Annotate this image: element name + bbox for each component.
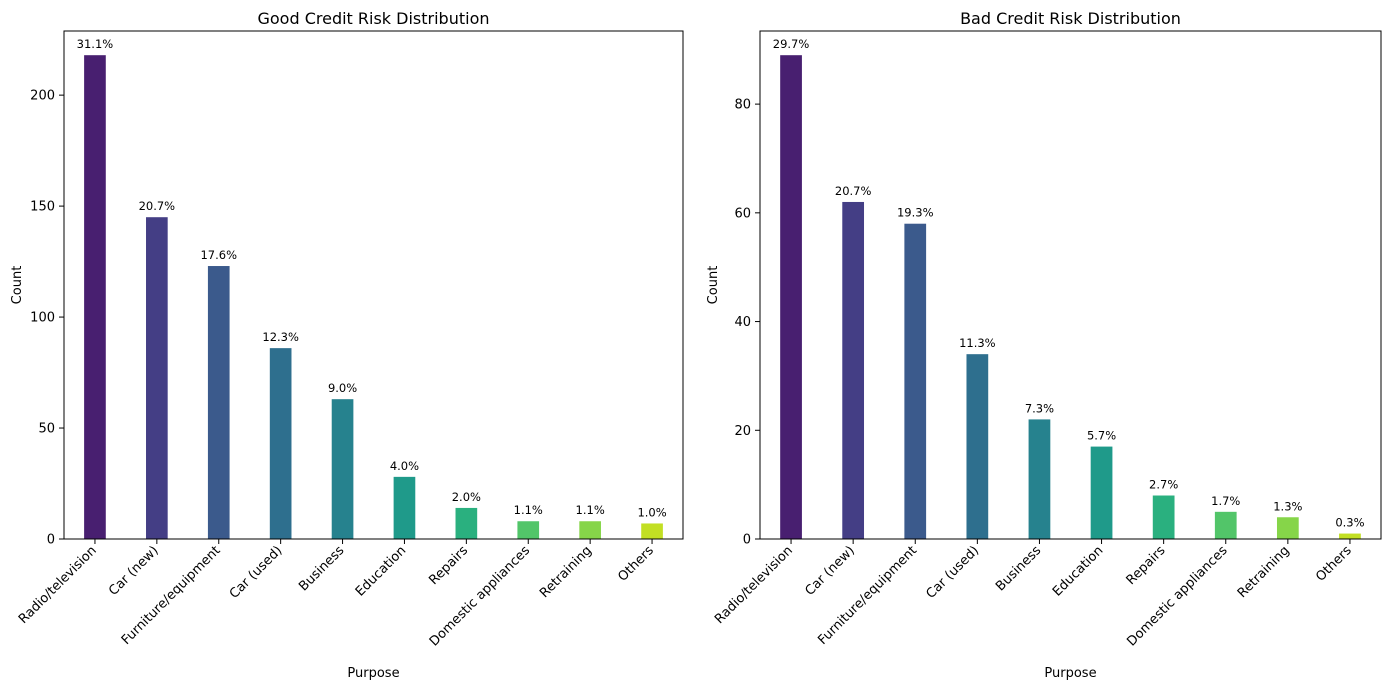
good-credit-data-label-retraining: 1.1% bbox=[576, 503, 605, 517]
good-credit-y-tick-label-200: 200 bbox=[30, 89, 55, 104]
good-credit-bar-business bbox=[331, 399, 354, 539]
good-credit-data-label-furniture-equipment: 17.6% bbox=[200, 248, 237, 262]
bad-credit-data-label-others: 0.3% bbox=[1335, 516, 1364, 530]
good-credit-x-tick-label-education: Education bbox=[353, 543, 409, 599]
bad-credit-x-tick-label-business: Business bbox=[993, 543, 1044, 594]
bad-credit-risk-chart: Bad Credit Risk Distribution 29.7% Radio/t… bbox=[706, 9, 1382, 681]
good-credit-bar-domestic-appliances bbox=[517, 521, 540, 539]
bad-credit-y-tick-label-20: 20 bbox=[734, 424, 751, 439]
good-credit-data-label-business: 9.0% bbox=[328, 381, 357, 395]
bad-credit-x-axis-label: Purpose bbox=[1044, 666, 1096, 681]
bad-credit-bar-radio-television bbox=[780, 55, 802, 539]
good-credit-bar-radio-television bbox=[84, 55, 106, 539]
bad-credit-x-tick-label-car-used: Car (used) bbox=[924, 543, 983, 602]
bad-credit-data-label-retraining: 1.3% bbox=[1273, 499, 1302, 513]
good-credit-bar-car-used bbox=[269, 348, 292, 539]
bad-credit-data-label-car-new: 20.7% bbox=[835, 184, 872, 198]
good-credit-y-tick-label-0: 0 bbox=[47, 533, 55, 548]
bad-credit-data-label-business: 7.3% bbox=[1025, 401, 1054, 415]
good-credit-y-tick-label-50: 50 bbox=[38, 422, 55, 437]
bad-credit-bar-repairs bbox=[1152, 495, 1175, 539]
good-credit-bar-others bbox=[641, 523, 663, 539]
good-credit-data-label-radio-television: 31.1% bbox=[77, 37, 114, 51]
bad-credit-y-tick-label-80: 80 bbox=[734, 98, 751, 113]
bad-credit-x-tick-label-car-new: Car (new) bbox=[802, 543, 858, 599]
bad-credit-bar-car-new bbox=[842, 201, 865, 539]
good-credit-data-label-car-new: 20.7% bbox=[139, 199, 176, 213]
bad-credit-data-label-radio-television: 29.7% bbox=[773, 37, 810, 51]
good-credit-data-label-repairs: 2.0% bbox=[452, 490, 481, 504]
bad-credit-bar-domestic-appliances bbox=[1214, 511, 1237, 539]
bad-credit-bar-education bbox=[1090, 446, 1113, 539]
bad-credit-data-label-repairs: 2.7% bbox=[1149, 478, 1178, 492]
bad-credit-bar-others bbox=[1339, 533, 1361, 539]
good-credit-x-axis-label: Purpose bbox=[347, 666, 399, 681]
good-credit-bar-retraining bbox=[579, 521, 601, 539]
bad-credit-bar-business bbox=[1028, 419, 1051, 539]
good-credit-x-tick-label-domestic-appliances: Domestic appliances bbox=[427, 543, 533, 649]
good-credit-x-tick-label-car-used: Car (used) bbox=[227, 543, 286, 602]
good-credit-y-tick-label-100: 100 bbox=[30, 311, 55, 326]
good-credit-risk-chart: Good Credit Risk Distribution 31.1% Radio/… bbox=[10, 9, 684, 681]
good-credit-x-tick-label-radio-television: Radio/television bbox=[16, 543, 100, 627]
bad-credit-x-tick-label-education: Education bbox=[1050, 543, 1106, 599]
good-credit-title: Good Credit Risk Distribution bbox=[257, 9, 489, 28]
bad-credit-y-axis-label: Count bbox=[706, 266, 721, 305]
bad-credit-x-tick-label-others: Others bbox=[1313, 543, 1355, 585]
good-credit-data-label-car-used: 12.3% bbox=[262, 330, 299, 344]
good-credit-axes-frame bbox=[63, 30, 684, 540]
good-credit-y-axis-label: Count bbox=[10, 266, 25, 305]
bad-credit-x-tick-label-retraining: Retraining bbox=[1235, 543, 1293, 601]
bad-credit-y-tick-label-40: 40 bbox=[734, 315, 751, 330]
bad-credit-data-label-furniture-equipment: 19.3% bbox=[897, 206, 934, 220]
bad-credit-data-label-car-used: 11.3% bbox=[959, 336, 996, 350]
good-credit-x-tick-label-car-new: Car (new) bbox=[106, 543, 162, 599]
good-credit-data-label-domestic-appliances: 1.1% bbox=[514, 503, 543, 517]
good-credit-y-tick-label-150: 150 bbox=[30, 200, 55, 215]
bad-credit-data-label-education: 5.7% bbox=[1087, 429, 1116, 443]
bad-credit-bar-retraining bbox=[1276, 517, 1299, 539]
good-credit-x-tick-label-repairs: Repairs bbox=[426, 543, 471, 588]
bad-credit-axes-frame bbox=[759, 30, 1382, 540]
good-credit-bar-education bbox=[393, 476, 416, 539]
bad-credit-x-tick-label-radio-television: Radio/television bbox=[712, 543, 796, 627]
bad-credit-y-tick-label-60: 60 bbox=[734, 206, 751, 221]
good-credit-data-label-others: 1.0% bbox=[637, 505, 666, 519]
good-credit-bar-car-new bbox=[146, 217, 168, 540]
good-credit-x-tick-label-retraining: Retraining bbox=[537, 543, 595, 601]
bad-credit-bar-furniture-equipment bbox=[904, 223, 927, 539]
good-credit-x-tick-label-business: Business bbox=[296, 543, 347, 594]
bad-credit-y-tick-label-0: 0 bbox=[743, 533, 751, 548]
bad-credit-title: Bad Credit Risk Distribution bbox=[960, 9, 1181, 28]
good-credit-bar-furniture-equipment bbox=[207, 266, 230, 539]
good-credit-x-tick-label-others: Others bbox=[615, 543, 657, 585]
bad-credit-x-tick-label-repairs: Repairs bbox=[1124, 543, 1169, 588]
bad-credit-x-tick-label-domestic-appliances: Domestic appliances bbox=[1124, 543, 1230, 649]
good-credit-bar-repairs bbox=[455, 507, 478, 539]
good-credit-data-label-education: 4.0% bbox=[390, 459, 419, 473]
bad-credit-bar-car-used bbox=[966, 354, 989, 539]
bad-credit-data-label-domestic-appliances: 1.7% bbox=[1211, 494, 1240, 508]
